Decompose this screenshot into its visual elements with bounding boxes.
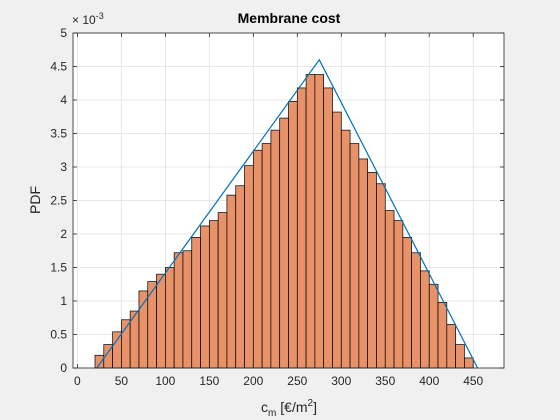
histogram-bar bbox=[173, 252, 184, 369]
x-tick-label: 200 bbox=[243, 374, 263, 388]
histogram-bar bbox=[420, 270, 430, 369]
y-tick-label: 2 bbox=[60, 227, 67, 241]
y-tick-label: 5 bbox=[60, 26, 67, 40]
x-tick-label: 450 bbox=[463, 374, 483, 388]
histogram-bar bbox=[340, 129, 351, 369]
histogram-bar bbox=[332, 111, 342, 369]
histogram-bar bbox=[446, 324, 456, 369]
histogram-bar bbox=[296, 87, 307, 369]
histogram-bar bbox=[270, 129, 281, 369]
y-tick-label: 1.5 bbox=[50, 261, 67, 275]
x-tick-label: 150 bbox=[199, 374, 219, 388]
histogram-bar bbox=[455, 344, 465, 369]
histogram-bar bbox=[279, 117, 289, 369]
histogram-bar bbox=[349, 143, 360, 369]
x-tick-label: 350 bbox=[375, 374, 395, 388]
histogram-bar bbox=[376, 183, 386, 369]
x-tick-label: 300 bbox=[331, 374, 351, 388]
histogram-bar bbox=[156, 273, 166, 369]
x-tick-label: 0 bbox=[74, 374, 81, 388]
histogram-bar bbox=[464, 357, 474, 369]
histogram-bar bbox=[94, 354, 105, 369]
histogram-bar bbox=[191, 237, 201, 369]
x-tick-label: 50 bbox=[115, 374, 129, 388]
histogram-bar bbox=[358, 158, 369, 369]
axis-tick-labels: 0 50 100 150 200 250 300 350 400 450 0 0.5 1 1.5 2 2.5 3… bbox=[50, 26, 483, 388]
y-tick-label: 3.5 bbox=[50, 127, 67, 141]
histogram-bar bbox=[226, 194, 237, 369]
y-exponent-label: × 10-3 bbox=[72, 11, 104, 27]
y-tick-label: 4 bbox=[60, 93, 67, 107]
y-tick-label: 1 bbox=[60, 294, 67, 308]
histogram-bar bbox=[208, 220, 219, 369]
x-axis-label: cm [€/m2] bbox=[261, 398, 317, 419]
histogram-bar bbox=[402, 237, 412, 369]
histogram-bar bbox=[314, 74, 325, 369]
x-tick-label: 100 bbox=[155, 374, 175, 388]
histogram-bar bbox=[165, 267, 175, 369]
chart-title: Membrane cost bbox=[238, 10, 341, 26]
histogram-bar bbox=[437, 301, 448, 369]
y-tick-label: 0.5 bbox=[50, 328, 67, 342]
histogram-bar bbox=[252, 149, 263, 369]
histogram-bars bbox=[94, 74, 474, 369]
histogram-bar bbox=[244, 165, 254, 369]
histogram-bar bbox=[393, 220, 404, 369]
x-tick-label: 400 bbox=[419, 374, 439, 388]
y-axis-label: PDF bbox=[27, 186, 43, 214]
y-tick-label: 0 bbox=[60, 361, 67, 375]
histogram-bar bbox=[305, 74, 316, 369]
histogram-bar bbox=[200, 225, 210, 369]
histogram-bar bbox=[323, 87, 333, 369]
y-tick-label: 3 bbox=[60, 160, 67, 174]
histogram-bar bbox=[261, 143, 272, 369]
histogram-bar bbox=[428, 283, 439, 369]
axis-ticks bbox=[73, 32, 504, 369]
histogram-bar bbox=[182, 250, 193, 369]
y-tick-label: 4.5 bbox=[50, 60, 67, 74]
histogram-bar bbox=[112, 331, 122, 369]
histogram-bar bbox=[217, 212, 228, 369]
histogram-bar bbox=[384, 210, 395, 369]
histogram-bar bbox=[411, 252, 421, 369]
x-tick-label: 250 bbox=[287, 374, 307, 388]
histogram-bar bbox=[235, 185, 245, 369]
y-tick-label: 2.5 bbox=[50, 194, 67, 208]
pdf-line bbox=[96, 58, 479, 369]
histogram-bar bbox=[367, 172, 377, 369]
histogram-bar bbox=[288, 100, 298, 369]
